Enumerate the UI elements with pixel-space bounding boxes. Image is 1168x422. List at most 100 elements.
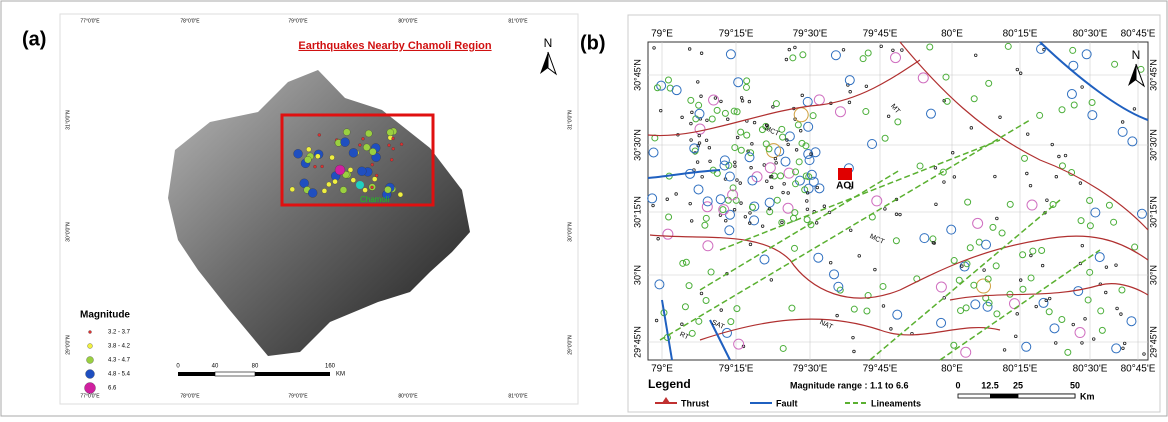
scale-bar bbox=[990, 394, 1018, 398]
lat-label: 29°0'0"N bbox=[65, 335, 71, 355]
lon-label: 79°0'0"E bbox=[288, 18, 308, 24]
legend-label: 4.3 - 4.7 bbox=[108, 358, 131, 364]
lon-label: 79°E bbox=[651, 364, 673, 375]
page: {"panel_a": {"label": "(a)", "title": "E… bbox=[0, 0, 1168, 422]
lon-label: 80°30'E bbox=[1073, 29, 1108, 40]
epicenter bbox=[388, 144, 391, 147]
scale-bar bbox=[1018, 394, 1075, 398]
lon-label: 80°E bbox=[941, 364, 963, 375]
aoi-marker bbox=[838, 168, 852, 180]
epicenter bbox=[294, 149, 303, 158]
lon-label: 79°45'E bbox=[863, 364, 898, 375]
lat-label: 30°0'0"N bbox=[567, 222, 573, 242]
lat-label: 30°N bbox=[1148, 265, 1158, 285]
epicenter bbox=[356, 181, 364, 189]
legend-label: 6.6 bbox=[108, 386, 117, 392]
legend-range: Magnitude range : 1.1 to 6.6 bbox=[790, 380, 909, 390]
lon-label: 80°30'E bbox=[1073, 364, 1108, 375]
scale-bar bbox=[255, 372, 330, 376]
epicenter bbox=[371, 163, 374, 166]
lon-label: 81°0'0"E bbox=[508, 393, 528, 399]
legend-label: Fault bbox=[776, 398, 798, 408]
lon-label: 80°45'E bbox=[1121, 29, 1156, 40]
north-label: N bbox=[544, 36, 553, 50]
epicenter bbox=[371, 186, 374, 189]
epicenter bbox=[351, 178, 356, 183]
epicenter bbox=[375, 174, 378, 177]
epicenter bbox=[384, 186, 391, 193]
legend-label: 3.8 - 4.2 bbox=[108, 344, 131, 350]
epicenter bbox=[363, 144, 370, 151]
epicenter bbox=[315, 154, 320, 159]
scale-label: 160 bbox=[325, 364, 336, 370]
lon-label: 81°0'0"E bbox=[508, 18, 528, 24]
legend-label: Thrust bbox=[681, 398, 709, 408]
epicenter bbox=[308, 188, 317, 197]
epicenter bbox=[369, 148, 376, 155]
epicenter bbox=[306, 147, 311, 152]
map-title: Earthquakes Nearby Chamoli Region bbox=[298, 40, 491, 52]
epicenter bbox=[387, 129, 394, 136]
legend-label: Lineaments bbox=[871, 398, 921, 408]
north-label: N bbox=[1132, 48, 1141, 62]
lon-label: 78°0'0"E bbox=[180, 18, 200, 24]
aoi-label: AOI bbox=[836, 181, 854, 192]
scale-label: 25 bbox=[1013, 380, 1023, 390]
epicenter bbox=[400, 143, 403, 146]
epicenter bbox=[322, 188, 327, 193]
epicenter bbox=[363, 188, 368, 193]
epicenter bbox=[357, 167, 366, 176]
lon-label: 79°30'E bbox=[793, 364, 828, 375]
epicenter bbox=[313, 165, 316, 168]
lat-label: 30°45'N bbox=[632, 59, 642, 91]
lat-label: 30°0'0"N bbox=[65, 222, 71, 242]
scale-bar bbox=[215, 372, 255, 376]
lon-label: 79°0'0"E bbox=[288, 393, 308, 399]
lat-label: 30°15'N bbox=[1148, 196, 1158, 228]
place-label: Chamoli bbox=[360, 195, 390, 204]
lon-label: 79°45'E bbox=[863, 29, 898, 40]
epicenter bbox=[398, 192, 403, 197]
lon-label: 79°15'E bbox=[719, 29, 754, 40]
epicenter bbox=[365, 130, 372, 137]
legend-symbol bbox=[85, 383, 96, 394]
epicenter bbox=[390, 158, 393, 161]
lat-label: 29°0'0"N bbox=[567, 335, 573, 355]
scale-label: 40 bbox=[212, 364, 219, 370]
legend-label: 4.8 - 5.4 bbox=[108, 372, 131, 378]
epicenter bbox=[326, 182, 331, 187]
legend-symbol bbox=[89, 331, 92, 334]
lon-label: 80°E bbox=[941, 29, 963, 40]
lat-label: 30°15'N bbox=[632, 196, 642, 228]
epicenter bbox=[304, 156, 311, 163]
lat-label: 31°0'0"N bbox=[65, 110, 71, 130]
epicenter bbox=[340, 186, 347, 193]
scale-label: 80 bbox=[252, 364, 259, 370]
epicenter bbox=[333, 179, 338, 184]
lon-label: 80°0'0"E bbox=[398, 18, 418, 24]
lon-label: 80°0'0"E bbox=[398, 393, 418, 399]
lat-label: 31°0'0"N bbox=[567, 110, 573, 130]
figure: (a)Earthquakes Nearby Chamoli RegionN77°… bbox=[0, 0, 1168, 417]
legend-symbol bbox=[86, 370, 95, 379]
lat-label: 30°N bbox=[632, 265, 642, 285]
lon-label: 77°0'0"E bbox=[80, 18, 100, 24]
epicenter bbox=[341, 138, 350, 147]
epicenter bbox=[321, 165, 324, 168]
lat-label: 30°30'N bbox=[632, 129, 642, 161]
lon-label: 79°30'E bbox=[793, 29, 828, 40]
lon-label: 80°15'E bbox=[1003, 29, 1038, 40]
scale-bar bbox=[178, 372, 215, 376]
epicenter bbox=[358, 144, 361, 147]
scale-label: 50 bbox=[1070, 380, 1080, 390]
lat-label: 29°45'N bbox=[632, 326, 642, 358]
lon-label: 79°15'E bbox=[719, 364, 754, 375]
epicenter bbox=[392, 147, 395, 150]
legend-title: Legend bbox=[648, 377, 691, 391]
legend-title: Magnitude bbox=[80, 310, 130, 321]
epicenter bbox=[330, 155, 335, 160]
scale-label: 12.5 bbox=[981, 380, 999, 390]
legend-symbol bbox=[87, 357, 94, 364]
lon-label: 77°0'0"E bbox=[80, 393, 100, 399]
legend-label: 3.2 - 3.7 bbox=[108, 330, 131, 336]
